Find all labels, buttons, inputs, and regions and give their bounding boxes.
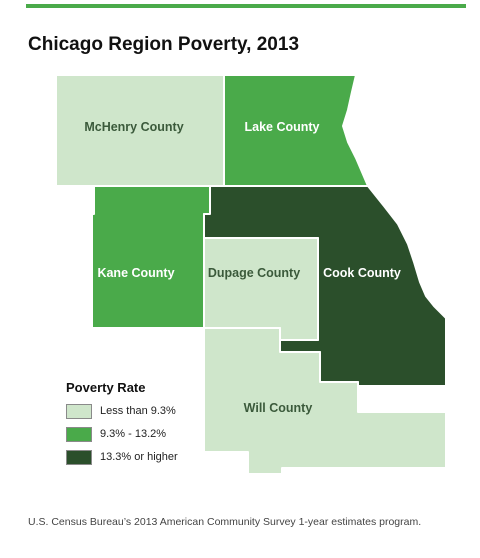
top-accent-rule [26,4,466,8]
legend-label-high: 13.3% or higher [100,451,178,463]
label-dupage: Dupage County [208,266,300,280]
label-cook: Cook County [323,266,401,280]
label-lake: Lake County [244,120,319,134]
legend-swatch-high [66,449,92,465]
legend-swatch-low [66,403,92,419]
legend-title: Poverty Rate [66,380,146,395]
label-kane: Kane County [97,266,174,280]
map-title: Chicago Region Poverty, 2013 [28,34,300,55]
legend-item-high: 13.3% or higher [66,447,178,467]
legend-label-low: Less than 9.3% [100,405,176,417]
legend-item-mid: 9.3% - 13.2% [66,424,178,444]
county-kane[interactable] [91,185,211,329]
county-dupage[interactable] [203,237,319,341]
county-will[interactable] [203,327,447,475]
legend-item-low: Less than 9.3% [66,401,178,421]
legend: Poverty Rate Less than 9.3% 9.3% - 13.2%… [66,380,178,470]
label-mchenry: McHenry County [84,120,183,134]
legend-swatch-mid [66,426,92,442]
source-note: U.S. Census Bureau’s 2013 American Commu… [28,516,422,528]
label-will: Will County [244,401,313,415]
legend-label-mid: 9.3% - 13.2% [100,428,167,440]
